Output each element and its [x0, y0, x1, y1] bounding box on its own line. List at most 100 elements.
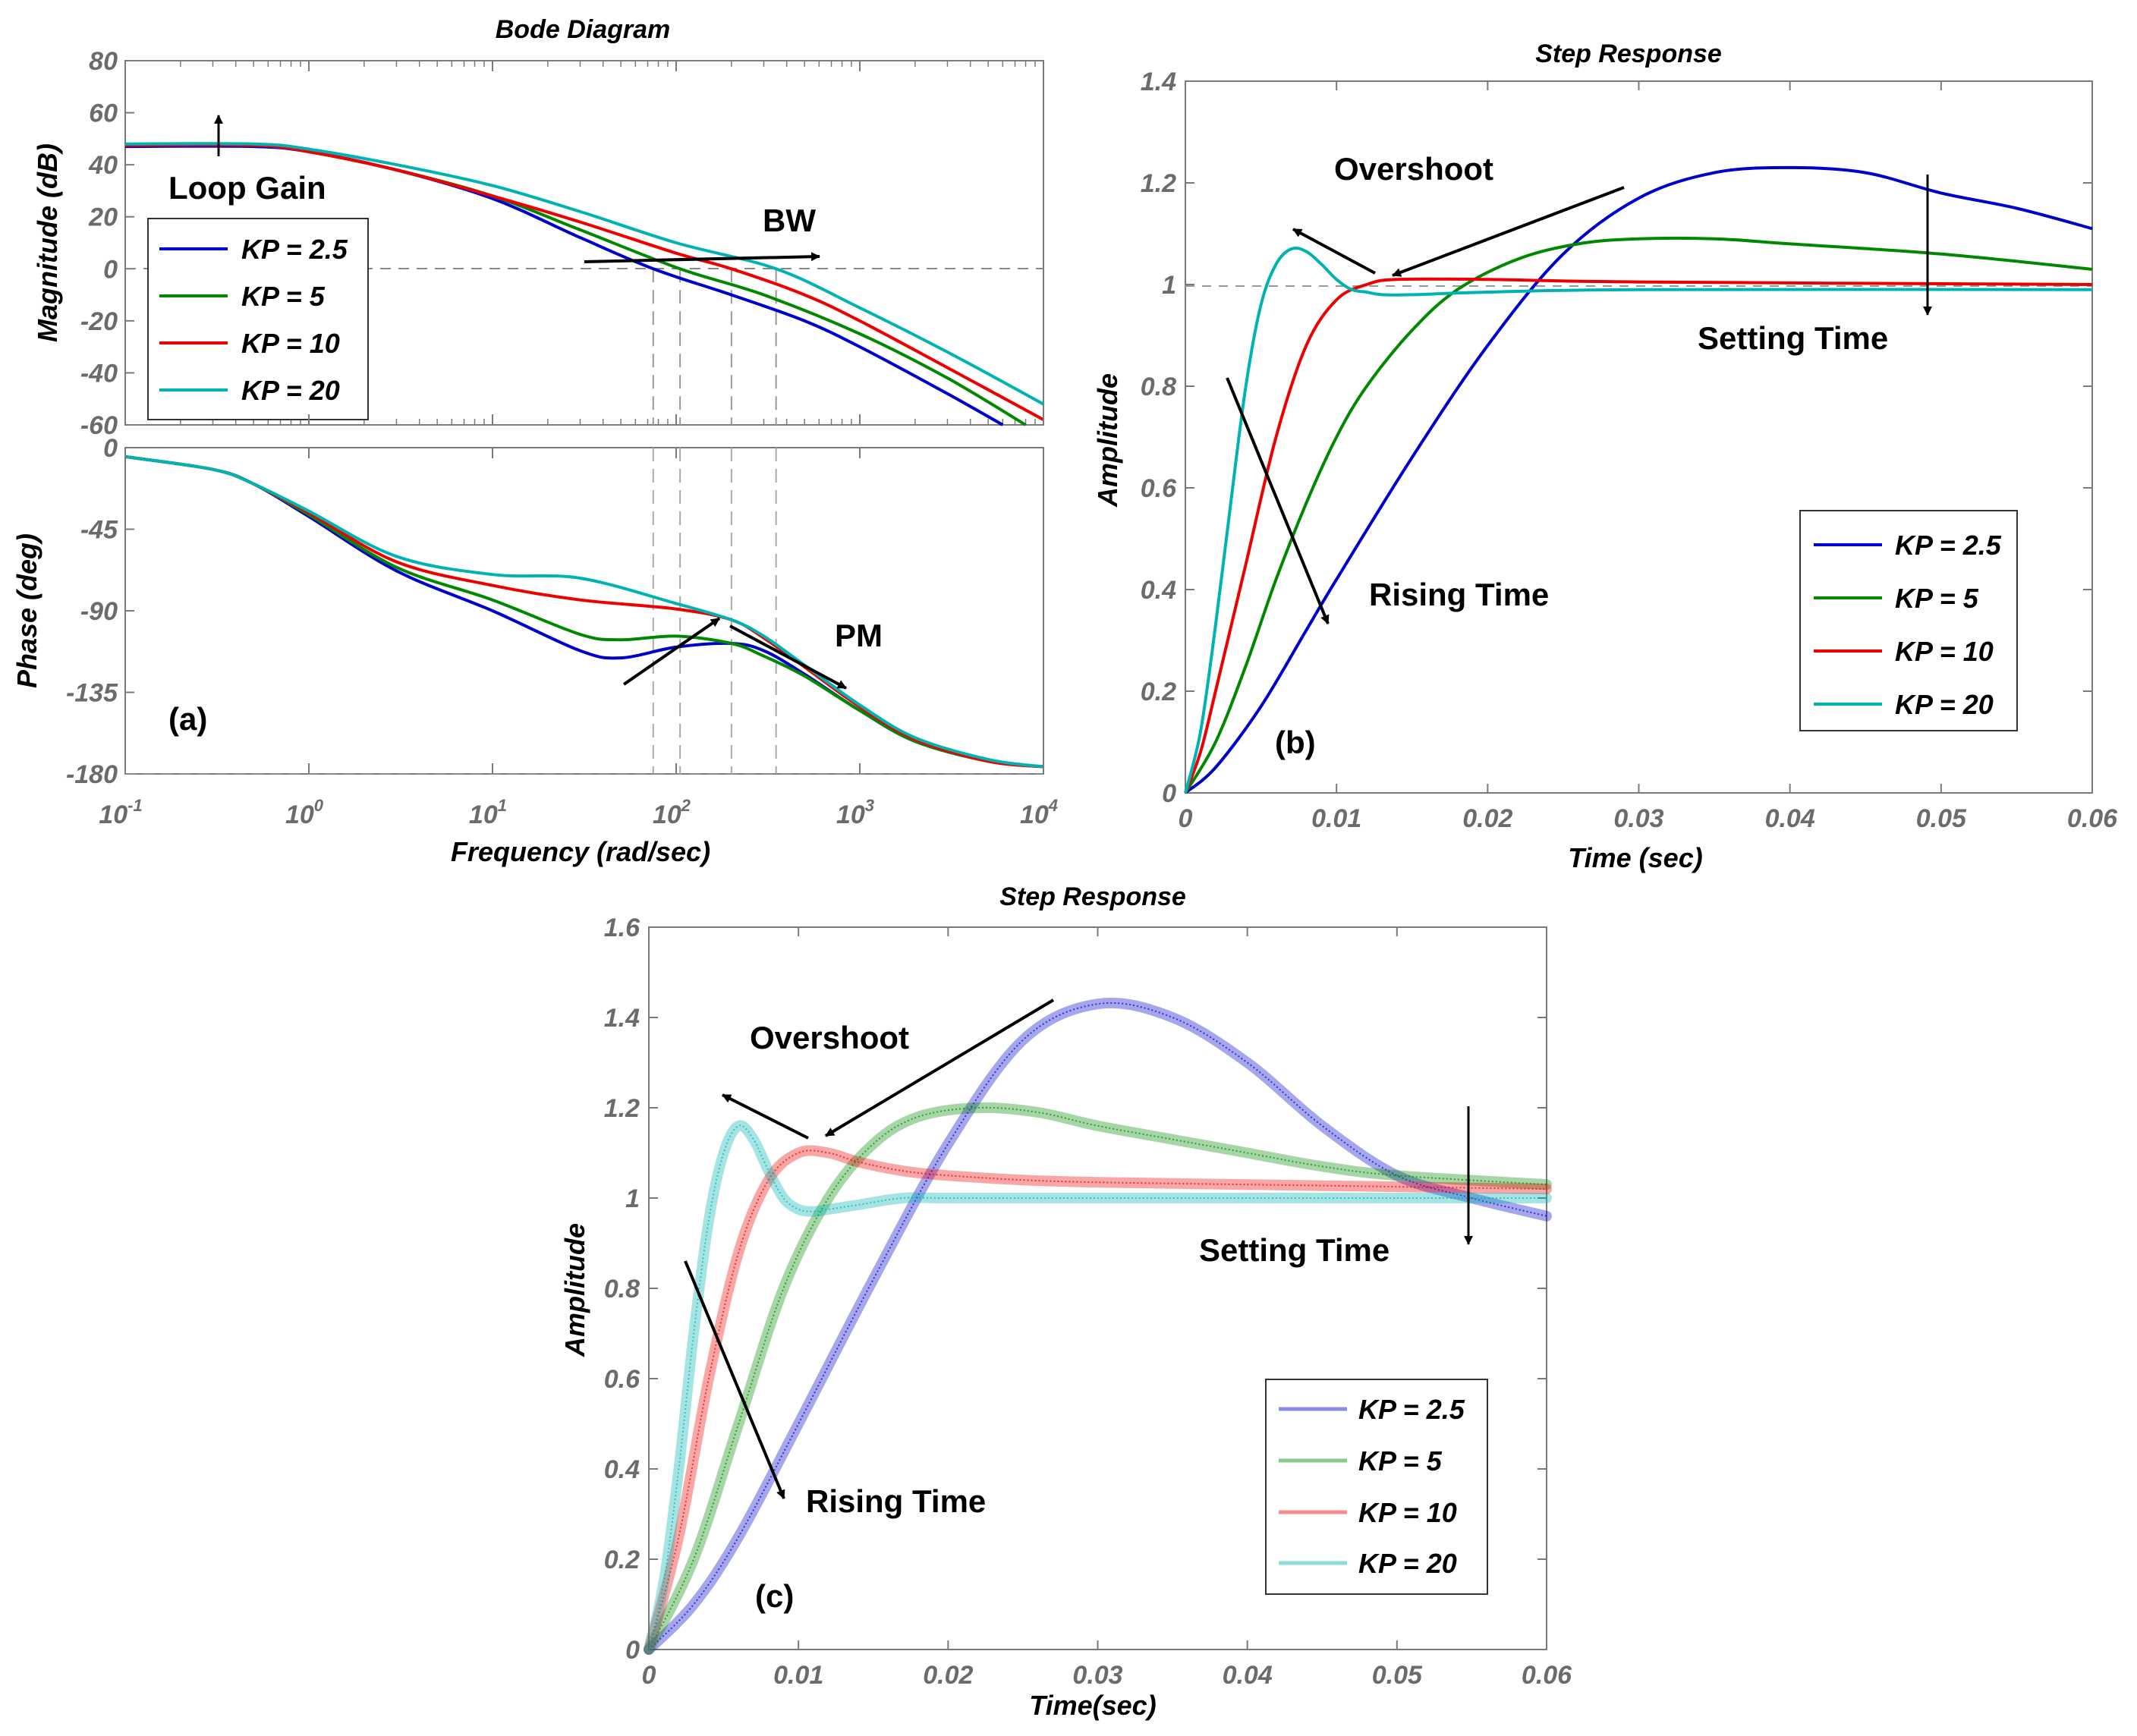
step-b-overshoot-arrow-right — [1392, 186, 1625, 277]
series-kp-10 — [1184, 277, 2093, 794]
y-tick-label: 1 — [1162, 271, 1176, 300]
y-tick-label: 1.2 — [1141, 169, 1176, 198]
mag-tick-label: 40 — [88, 151, 118, 180]
series-kp-2-5 — [648, 1002, 1547, 1650]
panel-label-a: (a) — [168, 701, 207, 737]
series-kp-5 — [648, 1106, 1547, 1650]
freq-tick-label: 101 — [469, 796, 507, 829]
legend-label-kp2-5: KP = 2.5 — [1895, 530, 2002, 561]
freq-tick-label: 104 — [1020, 796, 1058, 829]
mag-tick-label: -60 — [80, 411, 118, 440]
freq-tick-label: 100 — [285, 796, 324, 829]
loop-gain-label: Loop Gain — [168, 170, 326, 206]
x-tick-label: 0.05 — [1372, 1661, 1423, 1690]
legend-label-kp10: KP = 10 — [241, 328, 340, 359]
legend-label-kp10: KP = 10 — [1358, 1497, 1457, 1528]
legend-label-kp2-5: KP = 2.5 — [1358, 1394, 1465, 1425]
legend-label-kp20: KP = 20 — [241, 375, 340, 406]
series-kp-2-5 — [1184, 165, 2093, 794]
y-tick-label: 0.2 — [604, 1546, 640, 1574]
step-b-rising-time-label: Rising Time — [1369, 577, 1549, 612]
step-b-overshoot-arrow-left — [1292, 228, 1376, 275]
magnitude-y-label: Magnitude (dB) — [32, 143, 63, 342]
bw-label: BW — [763, 203, 816, 238]
y-tick-label: 0.4 — [1141, 576, 1176, 605]
phase-tick-label: -180 — [66, 760, 118, 789]
phase-tick-label: -45 — [80, 516, 118, 545]
x-tick-label: 0.06 — [1522, 1661, 1572, 1690]
legend-label-kp20: KP = 20 — [1895, 689, 1994, 720]
series-kp-20 — [648, 1124, 1547, 1650]
x-tick-label: 0.03 — [1613, 804, 1663, 833]
y-tick-label: 0 — [1162, 779, 1176, 808]
x-tick-label: 0.04 — [1223, 1661, 1273, 1690]
phase-curves — [124, 454, 1044, 769]
x-tick-label: 0.02 — [923, 1661, 973, 1690]
bode-title: Bode Diagram — [496, 15, 671, 44]
step-b-title: Step Response — [1535, 39, 1722, 68]
step-b-legend: KP = 2.5 KP = 5 KP = 10 KP = 20 — [1799, 510, 2018, 731]
y-tick-label: 0 — [625, 1636, 640, 1665]
pm-right-arrow — [729, 624, 847, 690]
phase-series-kp-20 — [124, 454, 1044, 769]
step-response-c-panel: Step Response 0 0.2 0.4 0.6 0.8 1 1.2 1.4 1.6 0 0.… — [559, 882, 1572, 1721]
x-tick-label: 0.03 — [1072, 1661, 1122, 1690]
y-tick-label: 1.6 — [604, 914, 640, 942]
y-tick-label: 0.6 — [604, 1365, 640, 1394]
step-c-x-label: Time(sec) — [1029, 1690, 1156, 1721]
x-tick-label: 0.04 — [1765, 804, 1815, 833]
series-kp-20 — [1184, 246, 2093, 794]
step-b-setting-time-label: Setting Time — [1698, 320, 1888, 356]
freq-tick-label: 103 — [836, 796, 874, 829]
step-c-setting-time-label: Setting Time — [1199, 1232, 1390, 1268]
phase-y-ticks: 0 -45 -90 -135 -180 — [66, 434, 134, 789]
frequency-x-ticks: 10-1 100 101 102 103 104 — [99, 61, 1058, 829]
step-b-rising-time-arrow — [1226, 377, 1330, 624]
legend-label-kp2-5: KP = 2.5 — [241, 234, 348, 265]
pm-up-arrow — [622, 617, 721, 686]
series-kp-10 — [648, 1149, 1547, 1650]
x-tick-label: 0.02 — [1462, 804, 1512, 833]
panel-label-b: (b) — [1275, 725, 1316, 760]
y-tick-label: 0.6 — [1141, 474, 1177, 503]
step-c-rising-time-label: Rising Time — [806, 1483, 986, 1519]
step-c-rising-time-arrow — [684, 1260, 785, 1499]
x-tick-label: 0.01 — [1311, 804, 1361, 833]
y-tick-label: 0.2 — [1141, 678, 1176, 706]
magnitude-series-kp-20 — [124, 142, 1044, 406]
phase-plot-frame — [124, 447, 1044, 775]
step-c-legend: KP = 2.5 KP = 5 KP = 10 KP = 20 — [1265, 1379, 1488, 1595]
legend-label-kp5: KP = 5 — [241, 281, 326, 312]
mag-tick-label: 0 — [103, 255, 118, 284]
bw-arrow — [584, 252, 820, 263]
step-b-overshoot-label: Overshoot — [1334, 151, 1493, 187]
legend-label-kp20: KP = 20 — [1358, 1548, 1457, 1579]
y-tick-label: 1.4 — [1141, 68, 1176, 96]
step-c-overshoot-label: Overshoot — [750, 1020, 909, 1055]
bode-panel: Bode Diagram 80 60 40 20 0 -20 -40 -60 Magnitud… — [11, 15, 1058, 867]
panel-label-c: (c) — [755, 1578, 794, 1614]
step-b-axis-ticks: 0 0.2 0.4 0.6 0.8 1 1.2 1.4 0 0.01 0.02 0.03 0.04 0.0… — [1141, 68, 2118, 833]
mag-tick-label: 60 — [89, 99, 118, 128]
legend-label-kp10: KP = 10 — [1895, 636, 1994, 667]
mag-tick-label: -20 — [80, 307, 118, 336]
mag-tick-label: 80 — [89, 47, 118, 76]
freq-tick-label: 102 — [653, 796, 691, 829]
mag-tick-label: -40 — [80, 359, 118, 388]
pm-label: PM — [835, 618, 883, 653]
step-c-overshoot-arrow-right — [824, 999, 1055, 1137]
x-tick-label: 0.06 — [2067, 804, 2118, 833]
magnitude-curves — [124, 142, 1044, 426]
frequency-x-label: Frequency (rad/sec) — [451, 836, 710, 867]
step-b-y-label: Amplitude — [1092, 373, 1123, 508]
y-tick-label: 0.8 — [1141, 373, 1176, 401]
legend-label-kp5: KP = 5 — [1358, 1445, 1443, 1477]
freq-tick-label: 10-1 — [99, 796, 142, 829]
y-tick-label: 0.8 — [604, 1275, 640, 1304]
step-b-curves — [1184, 165, 2093, 794]
step-b-x-label: Time (sec) — [1568, 842, 1702, 873]
y-tick-label: 1 — [625, 1184, 640, 1213]
phase-y-label: Phase (deg) — [11, 533, 42, 688]
phase-tick-label: -90 — [80, 597, 118, 626]
